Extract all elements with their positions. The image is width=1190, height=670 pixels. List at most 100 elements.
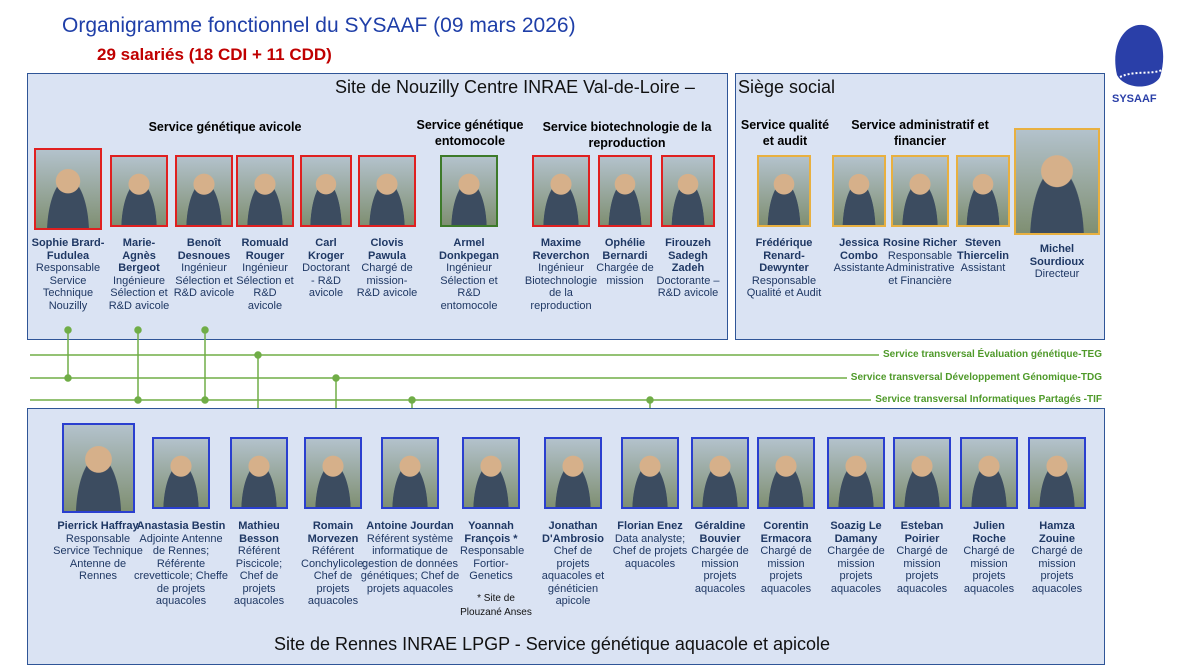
transversal-label: Service transversal Informatiques Partag… (871, 394, 1102, 406)
person-role: Adjointe Antenne de Rennes; Référente cr… (134, 532, 228, 608)
service-name: Service biotechnologie de la reproductio… (542, 120, 712, 150)
photo (110, 155, 168, 227)
person-role: Chargé de mission projets aquacoles (1031, 545, 1083, 595)
person-name: Maxime Reverchon Ingénieur Biotechnologie… (522, 237, 600, 312)
person-name: Mathieu Besson Référent Piscicole; Chef d… (228, 520, 290, 608)
site-title: Site de Nouzilly Centre INRAE Val-de-Loi… (335, 77, 695, 97)
person-name: Anastasia Bestin Adjointe Antenne de Renn… (134, 520, 228, 608)
photo (304, 437, 362, 509)
person-name: Jessica Combo Assistante (827, 237, 891, 275)
photo (960, 437, 1018, 509)
photo (236, 155, 294, 227)
person-role: Chargée de mission projets aquacoles (691, 545, 749, 595)
person-role: Doctorant - R&D avicole (302, 262, 350, 299)
photo (61, 423, 135, 513)
person-role: Doctorante – R&D avicole (656, 274, 720, 300)
person-role: Référent Piscicole; Chef de projets aqua… (233, 545, 285, 607)
photo (175, 155, 233, 227)
photo (1014, 128, 1100, 235)
person-role: Ingénieur Sélection et R&D avicole (173, 262, 235, 299)
photo (358, 155, 416, 227)
photo (956, 155, 1010, 227)
person-role: Chargée de mission projets aquacoles (827, 545, 885, 595)
photo (832, 155, 886, 227)
logo (1115, 24, 1164, 87)
person-role: Responsable Administrative et Financière (885, 249, 955, 287)
person-role: Ingénieur Biotechnologie de la reproduct… (524, 262, 598, 312)
photo (598, 155, 652, 227)
person-role: Responsable Service Technique Antenne de… (53, 532, 143, 583)
photo (544, 437, 602, 509)
person-name: Soazig Le Damany Chargée de mission proje… (825, 520, 887, 595)
service-name: Service génétique avicole (148, 120, 302, 134)
person-name: Jonathan D'Ambrosio Chef de projets aquac… (538, 520, 608, 608)
person-role: Chargée de mission (596, 262, 654, 287)
person-role: Chargé de mission projets aquacoles (760, 545, 812, 595)
subtitle: 29 salariés (18 CDI + 11 CDD) (97, 45, 332, 64)
photo (691, 437, 749, 509)
person-name: Marie-Agnès Bergeot Ingénieure Sélection … (106, 237, 172, 312)
person-name: Corentin Ermacora Chargé de mission proje… (755, 520, 817, 595)
photo (757, 155, 811, 227)
person-role: Responsable Service Technique Nouzilly (35, 262, 101, 312)
person-role: Chargé de mission projets aquacoles (896, 545, 948, 595)
person-role: Chargé de mission projets aquacoles (963, 545, 1015, 595)
person-name: Florian Enez Data analyste; Chef de proje… (610, 520, 690, 570)
person-role: Ingénieur Sélection et R&D entomocole (440, 262, 498, 312)
service-name: Service génétique entomocole (416, 118, 524, 148)
person-name: Julien Roche Chargé de mission projets aq… (958, 520, 1020, 595)
person-name: Romain Morvezen Référent Conchylicole; Ch… (301, 520, 367, 607)
person-name: Sophie Brard-Fudulea Responsable Service … (31, 237, 105, 312)
person-role: Assistante (833, 262, 885, 274)
photo (661, 155, 715, 227)
service-name: Service administratif et financier (851, 118, 989, 148)
photo (381, 437, 439, 509)
site-title: Siège social (738, 77, 836, 97)
person-name: Steven Thiercelin Assistant (952, 237, 1014, 275)
transversal-label: Service transversal Évaluation génétique… (879, 349, 1102, 361)
person-role: Assistant (960, 262, 1006, 274)
person-name: Clovis Pawula Chargé de mission- R&D avic… (356, 237, 418, 299)
person-role: Référent système informatique de gestion… (360, 532, 460, 595)
person-role: Chargé de mission- R&D avicole (356, 262, 418, 299)
photo (891, 155, 949, 227)
person-role: Data analyste; Chef de projets aquacoles (612, 532, 688, 570)
person-role: Ingénieure Sélection et R&D avicole (108, 274, 170, 312)
person-role: Chef de projets aquacoles et généticien … (541, 545, 605, 607)
note: * Site de Plouzané Anses (460, 593, 532, 618)
photo (152, 437, 210, 509)
person-name: Antoine Jourdan Référent système informat… (358, 520, 462, 595)
person-name: Romuald Rouger Ingénieur Sélection et R&D… (236, 237, 294, 312)
person-name: Esteban Poirier Chargé de mission projets… (891, 520, 953, 595)
person-name: Benoît Desnoues Ingénieur Sélection et R&… (173, 237, 235, 299)
person-name: Carl Kroger Doctorant - R&D avicole (300, 237, 352, 300)
person-name: Yoannah François * Responsable Fortior-Ge… (460, 520, 525, 582)
photo (300, 155, 352, 227)
photo (757, 437, 815, 509)
person-name: Ophélie Bernardi Chargée de mission (596, 237, 654, 287)
person-role: Responsable Fortior-Genetics (460, 545, 525, 582)
photo (34, 148, 102, 230)
photo (621, 437, 679, 509)
photo (230, 437, 288, 509)
person-name: Rosine Richer Responsable Administrative … (881, 237, 959, 287)
person-name: Armel Donkpegan Ingénieur Sélection et R&… (432, 237, 506, 312)
photo (532, 155, 590, 227)
person-name: Frédérique Renard-Dewynter Responsable Qu… (744, 237, 824, 300)
person-role: Directeur (1034, 268, 1080, 280)
photo (440, 155, 498, 227)
site-title: Site de Rennes INRAE LPGP - Service géné… (274, 634, 831, 654)
person-name: Firouzeh Sadegh Zadeh Doctorante – R&D av… (651, 237, 725, 300)
photo (462, 437, 520, 509)
transversal-label: Service transversal Développement Génomi… (846, 372, 1102, 384)
person-role: Ingénieur Sélection et R&D avicole (236, 262, 294, 312)
person-name: Hamza Zouine Chargé de mission projets aq… (1026, 520, 1088, 595)
person-name: Michel Sourdioux Directeur (1017, 243, 1097, 281)
person-name: Géraldine Bouvier Chargée de mission proj… (687, 520, 753, 595)
title: Organigramme fonctionnel du SYSAAF (09 m… (62, 14, 576, 37)
person-role: Référent Conchylicole; Chef de projets a… (301, 545, 367, 607)
photo (893, 437, 951, 509)
service-name: Service qualité et audit (740, 118, 830, 148)
photo (1028, 437, 1086, 509)
